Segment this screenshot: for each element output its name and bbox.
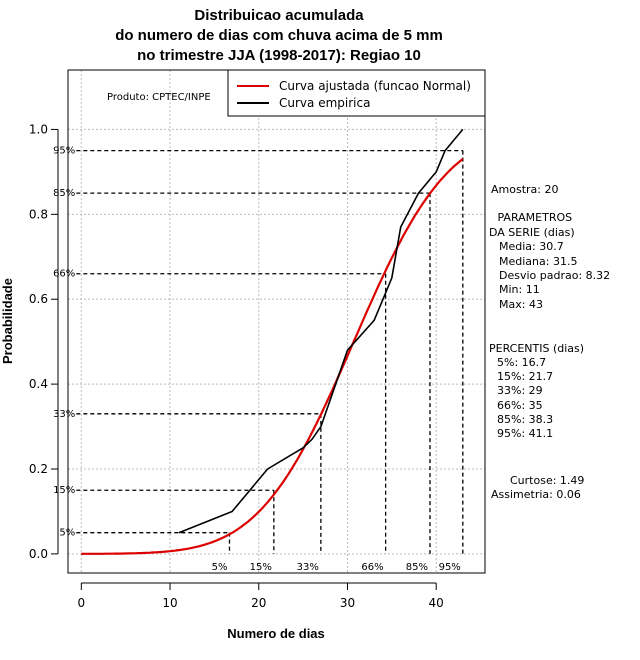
percentile-label-x: 15% xyxy=(250,562,272,573)
percentile-label-y: 33% xyxy=(53,409,75,420)
legend-label-empirical: Curva empirica xyxy=(279,96,370,110)
percentile-label-x: 95% xyxy=(439,562,461,573)
x-tick-label: 30 xyxy=(340,596,355,610)
percentile-label-x: 66% xyxy=(361,562,383,573)
param-media: Media: 30.7 xyxy=(499,240,564,253)
product-label: Produto: CPTEC/INPE xyxy=(107,92,211,103)
percentil-15: 15%: 21.7 xyxy=(497,370,553,383)
param-min: Min: 11 xyxy=(499,283,540,296)
x-axis: 0 10 20 30 40 xyxy=(77,582,444,610)
y-tick-label: 0.0 xyxy=(29,547,48,561)
percentile-label-x: 85% xyxy=(406,562,428,573)
fitted-normal-curve xyxy=(81,158,464,555)
param-mediana: Mediana: 31.5 xyxy=(499,255,577,268)
percentile-label-y: 5% xyxy=(59,528,75,539)
grid-lines xyxy=(68,70,485,573)
percentile-label-y: 85% xyxy=(53,188,75,199)
curtose: Curtose: 1.49 xyxy=(510,474,584,487)
plot-frame xyxy=(67,69,486,574)
percentile-labels: 5% 5% 15% 15% 33% 33% 66% 66% 85% 85% 95% 95% xyxy=(53,146,461,573)
chart-title-line-2: do numero de dias com chuva acima de 5 m… xyxy=(115,27,443,44)
sample-size: Amostra: 20 xyxy=(491,183,558,196)
param-desvio: Desvio padrao: 8.32 xyxy=(499,269,610,282)
statistics-panel: Amostra: 20 PARAMETROS DA SERIE (dias) M… xyxy=(489,183,610,501)
x-tick-label: 0 xyxy=(77,596,85,610)
y-tick-label: 1.0 xyxy=(29,122,48,136)
series-layer xyxy=(81,128,464,555)
percentil-85: 85%: 38.3 xyxy=(497,413,553,426)
empirical-curve xyxy=(178,128,464,534)
percentil-33: 33%: 29 xyxy=(497,384,543,397)
legend: Curva ajustada (funcao Normal) Curva emp… xyxy=(227,69,486,117)
param-max: Max: 43 xyxy=(499,298,543,311)
percentile-label-x: 5% xyxy=(212,562,228,573)
params-header-1: PARAMETROS xyxy=(494,211,572,224)
params-header-2: DA SERIE (dias) xyxy=(489,226,575,239)
percentil-95: 95%: 41.1 xyxy=(497,427,553,440)
percentile-label-x: 33% xyxy=(297,562,319,573)
legend-box xyxy=(227,69,486,117)
x-tick-label: 20 xyxy=(251,596,266,610)
y-axis: 0.0 0.2 0.4 0.6 0.8 1.0 xyxy=(29,122,59,561)
y-tick-label: 0.6 xyxy=(29,292,48,306)
chart-title-line-1: Distribuicao acumulada xyxy=(194,7,364,24)
x-tick-label: 10 xyxy=(162,596,177,610)
y-axis-title: Probabilidade xyxy=(0,278,15,364)
percentis-header: PERCENTIS (dias) xyxy=(489,342,584,355)
percentile-label-y: 15% xyxy=(53,485,75,496)
x-axis-title: Numero de dias xyxy=(227,626,325,641)
percentil-66: 66%: 35 xyxy=(497,399,543,412)
chart-title-line-3: no trimestre JJA (1998-2017): Regiao 10 xyxy=(137,47,421,64)
y-tick-label: 0.2 xyxy=(29,462,48,476)
x-tick-label: 40 xyxy=(429,596,444,610)
percentile-label-y: 66% xyxy=(53,269,75,280)
percentile-label-y: 95% xyxy=(53,146,75,157)
y-tick-label: 0.4 xyxy=(29,377,48,391)
assimetria: Assimetria: 0.06 xyxy=(491,488,581,501)
y-tick-label: 0.8 xyxy=(29,207,48,221)
percentile-guides xyxy=(76,149,464,554)
percentil-5: 5%: 16.7 xyxy=(497,356,546,369)
legend-label-fitted: Curva ajustada (funcao Normal) xyxy=(279,79,471,93)
